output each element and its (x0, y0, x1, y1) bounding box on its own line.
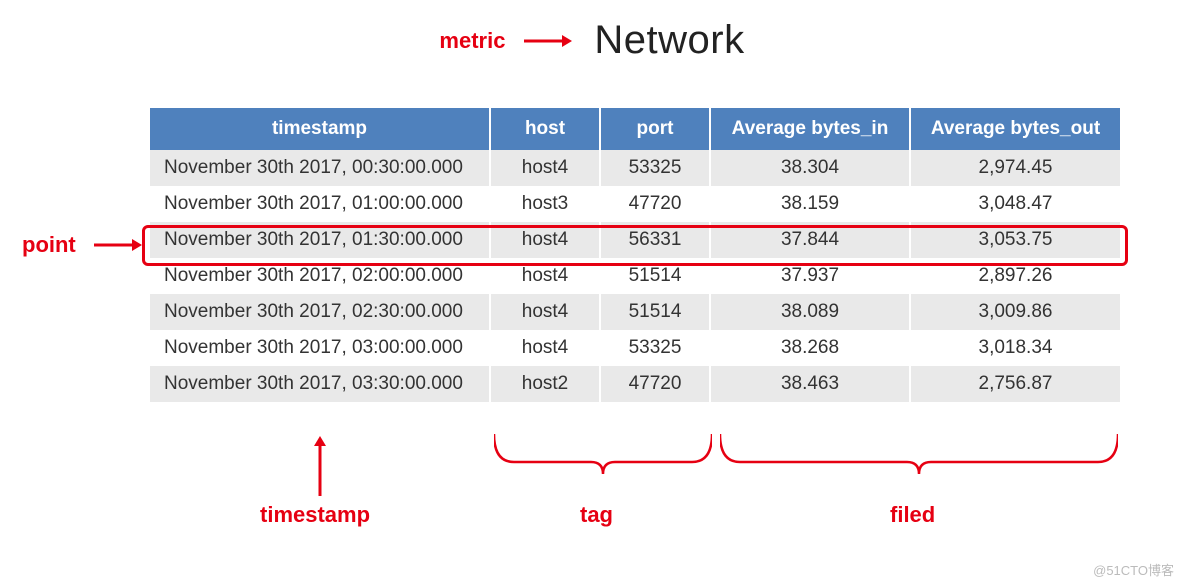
col-header-timestamp: timestamp (150, 108, 490, 150)
table-cell: 38.463 (710, 366, 910, 402)
table-cell: 51514 (600, 294, 710, 330)
table-cell: 2,974.45 (910, 150, 1120, 186)
brace-icon (494, 434, 712, 476)
table-cell: 3,018.34 (910, 330, 1120, 366)
table-cell: host4 (490, 294, 600, 330)
table-row: November 30th 2017, 03:30:00.000host2477… (150, 366, 1120, 402)
data-table-wrap: timestamp host port Average bytes_in Ave… (150, 108, 1120, 402)
table-cell: 37.937 (710, 258, 910, 294)
table-header-row: timestamp host port Average bytes_in Ave… (150, 108, 1120, 150)
table-row: November 30th 2017, 02:00:00.000host4515… (150, 258, 1120, 294)
table-row: November 30th 2017, 01:30:00.000host4563… (150, 222, 1120, 258)
col-header-bytes-in: Average bytes_in (710, 108, 910, 150)
diagram-canvas: metric Network timestamp host port Avera… (0, 0, 1184, 585)
table-cell: 37.844 (710, 222, 910, 258)
data-table: timestamp host port Average bytes_in Ave… (150, 108, 1120, 402)
table-cell: 2,897.26 (910, 258, 1120, 294)
table-cell: 53325 (600, 150, 710, 186)
table-row: November 30th 2017, 01:00:00.000host3477… (150, 186, 1120, 222)
table-cell: 38.268 (710, 330, 910, 366)
table-cell: host2 (490, 366, 600, 402)
table-cell: 2,756.87 (910, 366, 1120, 402)
point-annotation: point (22, 232, 76, 258)
table-body: November 30th 2017, 00:30:00.000host4533… (150, 150, 1120, 402)
table-cell: host4 (490, 330, 600, 366)
table-cell: host3 (490, 186, 600, 222)
col-header-port: port (600, 108, 710, 150)
col-header-host: host (490, 108, 600, 150)
metric-title: Network (594, 18, 744, 63)
table-cell: 56331 (600, 222, 710, 258)
timestamp-annotation: timestamp (260, 502, 370, 528)
table-cell: November 30th 2017, 02:00:00.000 (150, 258, 490, 294)
arrow-right-icon (522, 31, 572, 51)
table-cell: 3,009.86 (910, 294, 1120, 330)
table-cell: November 30th 2017, 03:30:00.000 (150, 366, 490, 402)
table-cell: host4 (490, 258, 600, 294)
table-cell: November 30th 2017, 02:30:00.000 (150, 294, 490, 330)
table-cell: 47720 (600, 186, 710, 222)
table-cell: host4 (490, 222, 600, 258)
table-row: November 30th 2017, 03:00:00.000host4533… (150, 330, 1120, 366)
table-cell: 38.304 (710, 150, 910, 186)
table-cell: November 30th 2017, 01:30:00.000 (150, 222, 490, 258)
table-cell: 53325 (600, 330, 710, 366)
table-cell: host4 (490, 150, 600, 186)
arrow-up-icon (310, 434, 330, 498)
table-cell: November 30th 2017, 01:00:00.000 (150, 186, 490, 222)
table-cell: November 30th 2017, 03:00:00.000 (150, 330, 490, 366)
table-cell: 3,053.75 (910, 222, 1120, 258)
table-cell: 3,048.47 (910, 186, 1120, 222)
table-cell: November 30th 2017, 00:30:00.000 (150, 150, 490, 186)
table-cell: 38.159 (710, 186, 910, 222)
table-cell: 51514 (600, 258, 710, 294)
table-row: November 30th 2017, 00:30:00.000host4533… (150, 150, 1120, 186)
table-cell: 47720 (600, 366, 710, 402)
brace-icon (720, 434, 1118, 476)
watermark: @51CTO博客 (1093, 560, 1174, 579)
filed-annotation: filed (890, 502, 935, 528)
arrow-right-icon (92, 235, 148, 255)
col-header-bytes-out: Average bytes_out (910, 108, 1120, 150)
table-row: November 30th 2017, 02:30:00.000host4515… (150, 294, 1120, 330)
metric-annotation: metric (439, 28, 505, 54)
title-row: metric Network (0, 18, 1184, 63)
table-cell: 38.089 (710, 294, 910, 330)
tag-annotation: tag (580, 502, 613, 528)
